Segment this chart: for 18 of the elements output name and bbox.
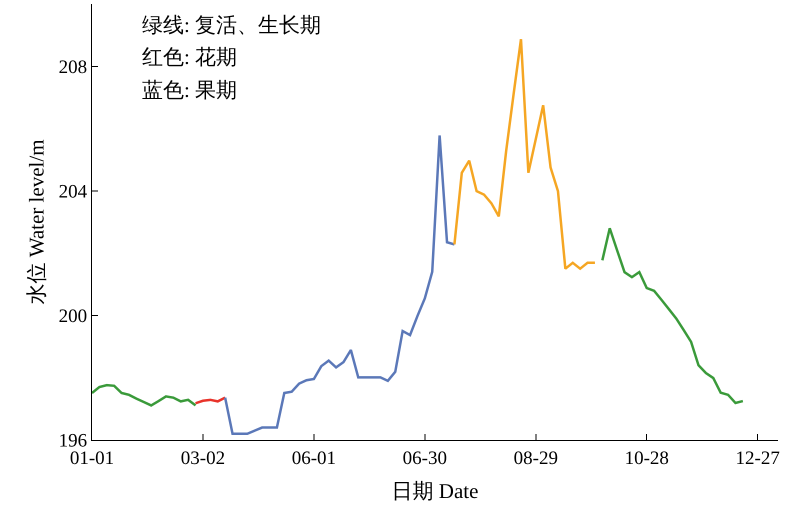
x-tick-label: 06-30 (402, 448, 447, 469)
x-tick-label: 08-29 (514, 448, 558, 469)
x-tick-label: 12-27 (735, 448, 780, 469)
annotation: 红色: 花期 (142, 45, 238, 69)
y-axis-title: 水位 Water level/m (24, 139, 49, 305)
x-tick-label: 06-01 (292, 448, 336, 469)
x-tick-label: 03-02 (180, 448, 226, 469)
line-series (453, 38, 596, 270)
line-series (601, 226, 744, 404)
x-axis-title: 日期 Date (392, 479, 478, 504)
y-tick-label: 200 (58, 306, 88, 328)
x-tick-label: 10-28 (624, 448, 669, 469)
line-series (92, 384, 197, 407)
annotation: 蓝色: 果期 (142, 78, 238, 102)
line-series (224, 134, 456, 436)
y-tick-label: 204 (58, 182, 88, 203)
y-tick-label: 208 (58, 56, 88, 78)
annotation: 绿线: 复活、生长期 (142, 13, 322, 37)
